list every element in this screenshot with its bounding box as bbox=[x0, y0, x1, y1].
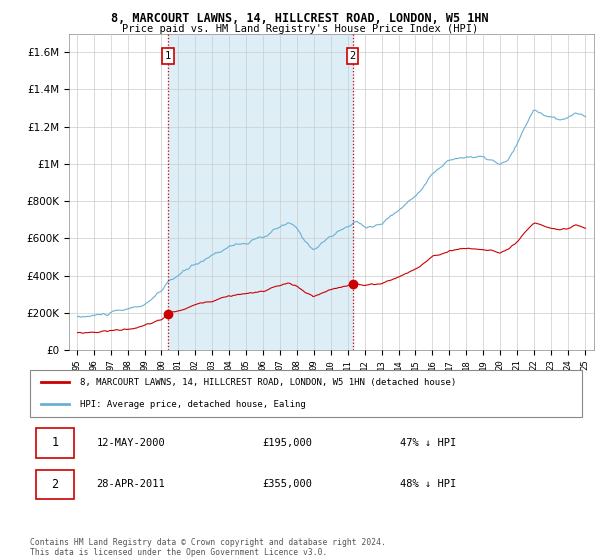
FancyBboxPatch shape bbox=[30, 370, 582, 417]
Text: 2: 2 bbox=[350, 51, 356, 61]
Text: 2: 2 bbox=[51, 478, 58, 491]
Text: £195,000: £195,000 bbox=[262, 438, 312, 448]
Text: 48% ↓ HPI: 48% ↓ HPI bbox=[400, 479, 456, 489]
Text: 28-APR-2011: 28-APR-2011 bbox=[96, 479, 165, 489]
Bar bbox=[168, 34, 353, 350]
Text: 12-MAY-2000: 12-MAY-2000 bbox=[96, 438, 165, 448]
FancyBboxPatch shape bbox=[35, 428, 74, 458]
Text: 8, MARCOURT LAWNS, 14, HILLCREST ROAD, LONDON, W5 1HN (detached house): 8, MARCOURT LAWNS, 14, HILLCREST ROAD, L… bbox=[80, 378, 456, 387]
Text: £355,000: £355,000 bbox=[262, 479, 312, 489]
Text: 1: 1 bbox=[164, 51, 171, 61]
Text: HPI: Average price, detached house, Ealing: HPI: Average price, detached house, Eali… bbox=[80, 400, 305, 409]
Text: 47% ↓ HPI: 47% ↓ HPI bbox=[400, 438, 456, 448]
Text: Contains HM Land Registry data © Crown copyright and database right 2024.
This d: Contains HM Land Registry data © Crown c… bbox=[30, 538, 386, 557]
Text: 1: 1 bbox=[51, 436, 58, 449]
Text: 8, MARCOURT LAWNS, 14, HILLCREST ROAD, LONDON, W5 1HN: 8, MARCOURT LAWNS, 14, HILLCREST ROAD, L… bbox=[111, 12, 489, 25]
Text: Price paid vs. HM Land Registry's House Price Index (HPI): Price paid vs. HM Land Registry's House … bbox=[122, 24, 478, 34]
FancyBboxPatch shape bbox=[35, 470, 74, 499]
